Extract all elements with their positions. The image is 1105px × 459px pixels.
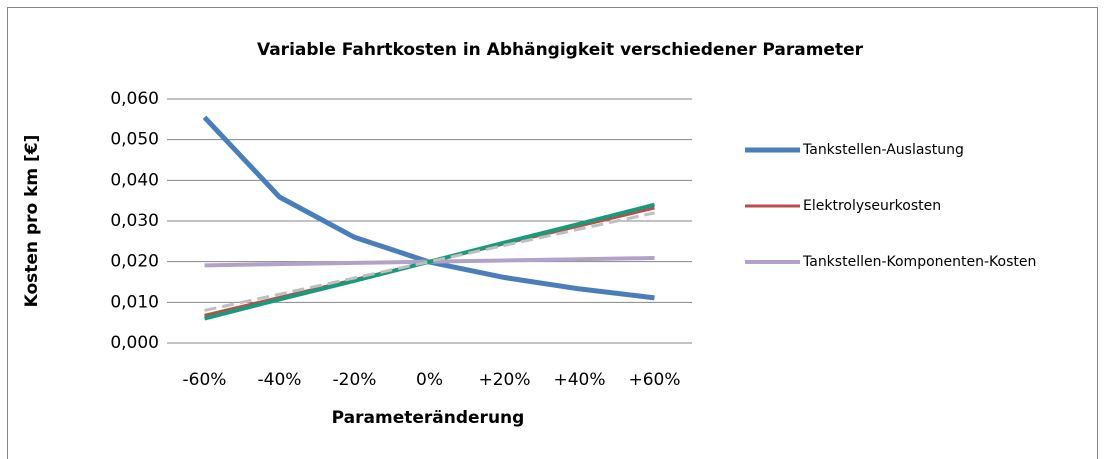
x-tick-label: -20% — [333, 370, 377, 390]
y-tick-label: 0,020 — [110, 252, 159, 272]
legend-label: Elektrolyseurkosten — [803, 198, 942, 214]
y-axis-label: Kosten pro km [€] — [22, 135, 42, 308]
y-tick-label: 0,060 — [110, 89, 159, 109]
legend-label: Tankstellen-Komponenten-Kosten — [803, 254, 1037, 270]
x-tick-label: -60% — [183, 370, 227, 390]
x-tick-label: +60% — [628, 370, 680, 390]
x-axis-label: Parameteränderung — [332, 408, 525, 428]
series-line — [204, 202, 655, 321]
x-tick-label: +20% — [478, 370, 530, 390]
y-tick-label: 0,040 — [110, 170, 159, 190]
x-tick-label: +40% — [553, 370, 605, 390]
series-line — [204, 211, 655, 312]
y-tick-label: 0,010 — [110, 292, 159, 312]
y-tick-label: 0,000 — [110, 333, 159, 353]
legend-label: Tankstellen-Auslastung — [803, 142, 964, 158]
y-tick-label: 0,050 — [110, 130, 159, 150]
chart-title: Variable Fahrtkosten in Abhängigkeit ver… — [257, 40, 864, 60]
y-tick-label: 0,030 — [110, 211, 159, 231]
x-tick-label: -40% — [258, 370, 302, 390]
x-tick-label: 0% — [416, 370, 443, 390]
